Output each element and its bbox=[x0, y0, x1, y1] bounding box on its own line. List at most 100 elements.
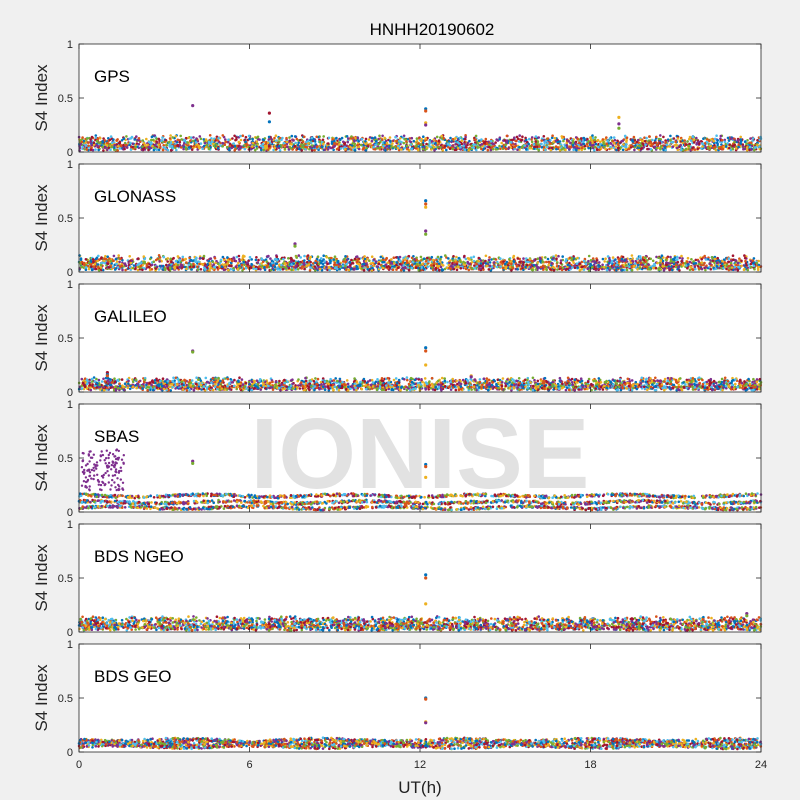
data-point bbox=[375, 147, 379, 150]
data-point bbox=[370, 255, 374, 258]
data-point bbox=[567, 139, 570, 143]
data-point bbox=[343, 148, 347, 151]
data-point bbox=[411, 260, 414, 264]
data-point bbox=[152, 260, 156, 264]
data-point bbox=[704, 266, 708, 269]
data-point bbox=[315, 135, 319, 139]
data-point bbox=[625, 143, 628, 146]
data-point bbox=[267, 144, 271, 148]
data-point bbox=[329, 146, 333, 150]
data-point bbox=[170, 145, 174, 148]
data-point bbox=[751, 137, 755, 140]
data-point bbox=[702, 137, 705, 140]
data-point bbox=[664, 258, 668, 262]
data-point bbox=[547, 263, 550, 267]
data-point bbox=[174, 144, 177, 148]
data-point bbox=[320, 265, 324, 269]
data-point bbox=[510, 138, 513, 142]
data-point bbox=[350, 267, 353, 271]
data-point bbox=[518, 145, 521, 149]
data-point bbox=[188, 146, 191, 149]
data-point bbox=[518, 148, 521, 151]
data-point bbox=[108, 257, 111, 260]
data-point bbox=[672, 258, 675, 261]
data-point bbox=[251, 141, 255, 145]
data-point bbox=[274, 262, 278, 265]
data-point bbox=[415, 262, 419, 266]
data-point bbox=[642, 258, 646, 262]
data-point bbox=[582, 142, 586, 146]
data-point bbox=[592, 143, 595, 147]
data-point bbox=[309, 255, 313, 259]
data-point bbox=[689, 139, 693, 142]
data-point bbox=[491, 145, 494, 149]
data-point bbox=[669, 260, 672, 263]
data-point bbox=[101, 140, 105, 144]
data-point bbox=[587, 254, 591, 258]
data-point bbox=[160, 139, 163, 142]
data-point bbox=[293, 135, 297, 138]
data-point bbox=[686, 256, 690, 260]
data-point bbox=[169, 257, 172, 261]
data-point bbox=[300, 267, 304, 270]
data-point bbox=[430, 264, 433, 267]
data-point bbox=[273, 265, 277, 269]
data-point bbox=[109, 135, 113, 138]
data-point bbox=[701, 145, 704, 148]
data-point bbox=[247, 134, 251, 138]
data-point bbox=[353, 257, 357, 261]
data-point bbox=[198, 135, 202, 138]
data-point bbox=[748, 145, 752, 149]
data-point bbox=[602, 142, 605, 146]
data-point bbox=[743, 267, 746, 271]
data-point bbox=[241, 134, 245, 137]
data-point bbox=[313, 148, 316, 152]
data-point bbox=[651, 138, 654, 142]
data-point bbox=[431, 143, 435, 147]
data-point bbox=[636, 257, 639, 261]
data-point bbox=[662, 268, 666, 272]
data-point bbox=[239, 145, 242, 148]
data-point bbox=[360, 137, 364, 141]
data-point bbox=[349, 145, 352, 149]
data-point bbox=[179, 146, 183, 149]
data-point bbox=[258, 265, 261, 268]
data-point bbox=[94, 148, 97, 151]
data-point bbox=[182, 144, 185, 147]
data-point bbox=[207, 140, 211, 144]
data-point bbox=[652, 266, 655, 270]
data-point bbox=[367, 138, 371, 141]
data-point bbox=[515, 135, 519, 139]
data-point bbox=[437, 139, 441, 142]
data-point bbox=[546, 145, 549, 149]
data-point bbox=[98, 137, 102, 140]
data-point bbox=[743, 256, 747, 260]
data-point bbox=[505, 134, 509, 138]
data-point bbox=[309, 138, 312, 142]
data-point bbox=[414, 266, 418, 270]
data-point bbox=[424, 137, 428, 140]
data-point bbox=[675, 146, 679, 150]
data-point bbox=[306, 260, 309, 264]
data-point bbox=[556, 268, 559, 271]
data-point bbox=[199, 137, 203, 141]
data-point bbox=[272, 148, 275, 152]
data-point bbox=[484, 137, 488, 141]
data-point bbox=[489, 139, 493, 143]
data-point bbox=[639, 259, 642, 262]
data-point bbox=[248, 137, 251, 141]
data-point bbox=[329, 256, 333, 260]
data-point bbox=[228, 264, 231, 267]
data-point bbox=[84, 258, 88, 261]
data-point bbox=[406, 257, 410, 260]
data-point bbox=[89, 138, 92, 141]
data-point bbox=[379, 255, 383, 259]
data-point bbox=[520, 138, 524, 142]
data-point bbox=[80, 265, 84, 269]
data-point bbox=[534, 263, 538, 267]
data-point bbox=[182, 147, 185, 151]
data-point bbox=[185, 148, 188, 151]
data-point bbox=[95, 139, 99, 143]
data-point bbox=[665, 143, 669, 147]
data-point bbox=[118, 140, 122, 144]
